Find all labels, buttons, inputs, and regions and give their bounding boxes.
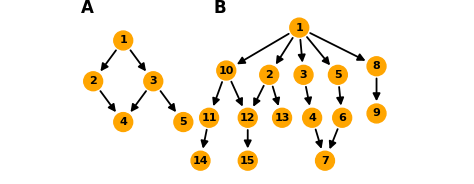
Circle shape xyxy=(367,57,386,76)
Circle shape xyxy=(367,104,386,123)
Circle shape xyxy=(316,151,335,170)
Circle shape xyxy=(290,18,309,37)
Text: 11: 11 xyxy=(201,113,217,123)
Text: 9: 9 xyxy=(373,108,381,118)
Circle shape xyxy=(260,65,279,84)
Text: 3: 3 xyxy=(149,76,157,86)
Text: 4: 4 xyxy=(308,113,316,123)
Circle shape xyxy=(328,65,347,84)
Circle shape xyxy=(303,108,321,127)
Circle shape xyxy=(84,72,102,91)
Text: 4: 4 xyxy=(119,117,127,127)
Circle shape xyxy=(217,61,236,80)
Circle shape xyxy=(238,151,257,170)
Text: 7: 7 xyxy=(321,156,329,166)
Text: 14: 14 xyxy=(193,156,208,166)
Circle shape xyxy=(273,108,292,127)
Text: A: A xyxy=(81,0,94,17)
Circle shape xyxy=(174,113,193,132)
Circle shape xyxy=(144,72,163,91)
Circle shape xyxy=(238,108,257,127)
Text: 2: 2 xyxy=(265,70,273,80)
Text: 5: 5 xyxy=(180,117,187,127)
Text: 2: 2 xyxy=(89,76,97,86)
Circle shape xyxy=(114,31,133,50)
Text: B: B xyxy=(213,0,226,17)
Text: 12: 12 xyxy=(240,113,255,123)
Circle shape xyxy=(114,113,133,132)
Text: 10: 10 xyxy=(219,66,234,76)
Text: 3: 3 xyxy=(300,70,307,80)
Text: 1: 1 xyxy=(119,36,127,45)
Text: 1: 1 xyxy=(295,23,303,33)
Circle shape xyxy=(191,151,210,170)
Circle shape xyxy=(333,108,352,127)
Text: 13: 13 xyxy=(274,113,290,123)
Text: 6: 6 xyxy=(338,113,346,123)
Circle shape xyxy=(294,65,313,84)
Text: 15: 15 xyxy=(240,156,255,166)
Circle shape xyxy=(200,108,219,127)
Text: 5: 5 xyxy=(334,70,342,80)
Text: 8: 8 xyxy=(373,61,381,71)
